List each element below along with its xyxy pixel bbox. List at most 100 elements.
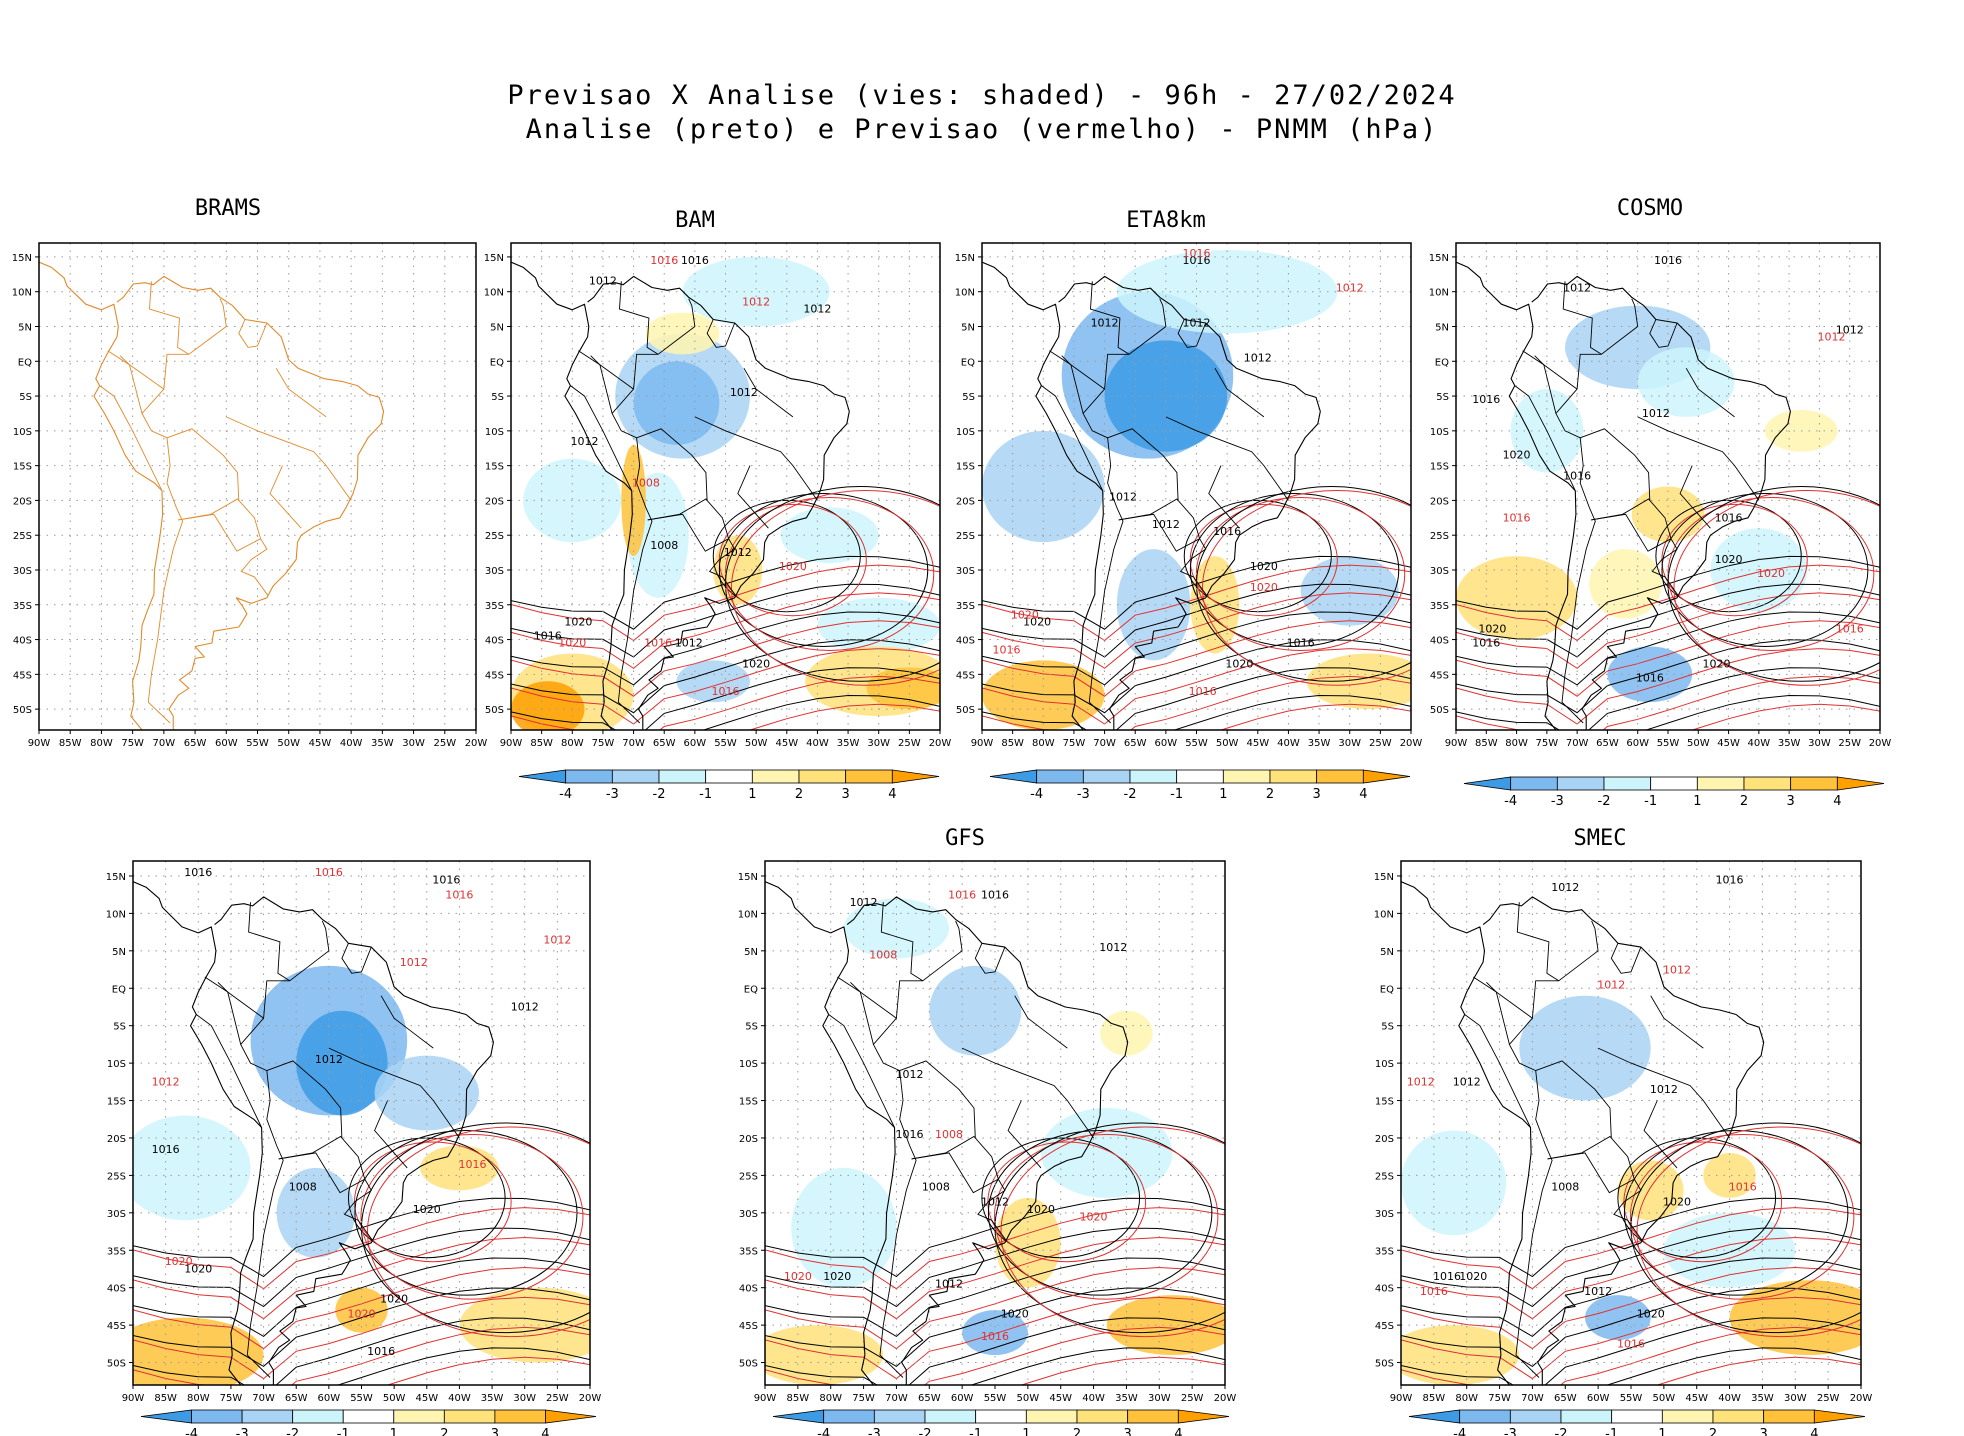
negative-bias-area [791,1167,897,1288]
analysis-contour-label: 1020 [1001,1308,1029,1321]
lon-tick-label: 30W [1808,738,1831,749]
country-border [828,1014,895,1128]
lon-tick-label: 60W [215,738,238,749]
lon-tick-label: 90W [1445,738,1468,749]
lat-tick-label: 15N [955,253,975,264]
positive-bias-area [645,312,720,355]
country-border [1649,319,1678,348]
country-border [974,943,1006,974]
analysis-contour-label: 1016 [896,1128,924,1141]
colorbar-segment [1459,1409,1511,1424]
analysis-contour-label: 1012 [1563,282,1591,295]
analysis-contour-label: 1016 [367,1345,395,1358]
lon-tick-label: 45W [1717,738,1740,749]
country-border [1534,355,1557,414]
forecast-isobar [360,1133,584,1300]
colorbar-tick-label: -3 [606,787,619,802]
lat-tick-label: 50S [1375,1359,1394,1370]
lat-tick-label: 35S [956,601,975,612]
lon-tick-label: 70W [252,1393,275,1404]
lon-tick-label: 60W [1626,738,1649,749]
lat-tick-label: 50S [956,705,975,716]
forecast-contour-label: 1012 [1336,282,1364,295]
colorbar-segment [1509,1409,1562,1424]
colorbar-tick-label: -1 [1644,794,1657,809]
lon-tick-label: 45W [1246,738,1269,749]
colorbar-tick-label: -1 [969,1427,982,1436]
colorbar-tick-label: -2 [1555,1427,1568,1436]
negative-bias-area [1116,249,1338,334]
analysis-contour-label: 1012 [1152,518,1180,531]
country-border [872,950,963,1072]
lon-tick-label: 90W [971,738,994,749]
positive-bias-area [1401,1325,1520,1385]
lat-tick-label: 25S [485,531,504,542]
analysis-isobar [1667,486,1880,682]
lat-tick-label: 5S [1381,1022,1394,1033]
lon-tick-label: 20W [465,738,488,749]
positive-bias-area [1106,1295,1225,1356]
lon-tick-label: 80W [1505,738,1528,749]
lon-tick-label: 80W [1032,738,1055,749]
lon-tick-label: 65W [653,738,676,749]
country-border [269,465,302,529]
country-border [911,1135,976,1160]
forecast-isobar [731,490,940,686]
colorbar-tick-label: -1 [337,1427,350,1436]
colorbar-tick-label: -4 [1504,794,1517,809]
analysis-isobar [1456,667,1880,730]
country-border [1613,1178,1643,1241]
country-border [321,920,330,951]
lat-tick-label: 5N [490,322,504,333]
lat-tick-label: 10S [107,1059,126,1070]
analysis-isobar [982,667,1411,730]
lon-tick-label: 60W [1587,1393,1610,1404]
country-border [694,416,818,501]
colorbar-tick-label: -3 [1551,794,1564,809]
country-border [708,538,737,596]
analysis-isobar [1605,1347,1861,1385]
colorbar-tick-label: 1 [1022,1427,1030,1436]
forecast-contour-label: 1016 [1420,1285,1448,1298]
lat-tick-label: 45S [1375,1321,1394,1332]
positive-bias-area [621,444,646,557]
lat-tick-label: 10S [739,1059,758,1070]
country-border [226,416,352,501]
lon-tick-label: 45W [415,1393,438,1404]
colorbar-tick-label: 2 [440,1427,448,1436]
country-border [1464,1014,1531,1128]
lon-tick-label: 35W [1751,1393,1774,1404]
forecast-contour-label: 1016 [1503,511,1531,524]
country-border [1061,355,1084,414]
forecast-contour-label: 1012 [152,1076,180,1089]
lon-tick-label: 60W [1155,738,1178,749]
lat-tick-label: 10N [484,288,504,299]
colorbar-tick-label: 1 [390,1427,398,1436]
analysis-contour-label: 1020 [184,1263,212,1276]
country-border [240,950,330,1072]
colorbar-tick-label: -1 [1170,787,1183,802]
lat-tick-label: 5S [1436,392,1449,403]
forecast-isobar [982,564,1411,642]
lon-tick-label: 20W [1400,738,1423,749]
forecast-contour-label: 1016 [445,888,473,901]
country-border [238,319,268,348]
country-border [1643,1100,1678,1169]
lat-tick-label: 5N [1435,322,1449,333]
analysis-contour-label: 1016 [1287,637,1315,650]
forecast-isobar [748,703,940,730]
lat-tick-label: 15S [1430,462,1449,473]
lat-tick-label: 30S [13,566,32,577]
negative-bias-area [1116,549,1191,661]
colorbar-tick-label: 4 [1359,787,1367,802]
lat-tick-label: 5S [491,392,504,403]
analysis-isobar [765,1227,1225,1308]
negative-bias-area [1637,347,1735,417]
lon-tick-label: 90W [500,738,523,749]
country-border [977,1178,1007,1241]
lon-tick-label: 30W [513,1393,536,1404]
analysis-contour-label: 1016 [981,888,1009,901]
colorbar-tick-label: 1 [1693,794,1701,809]
